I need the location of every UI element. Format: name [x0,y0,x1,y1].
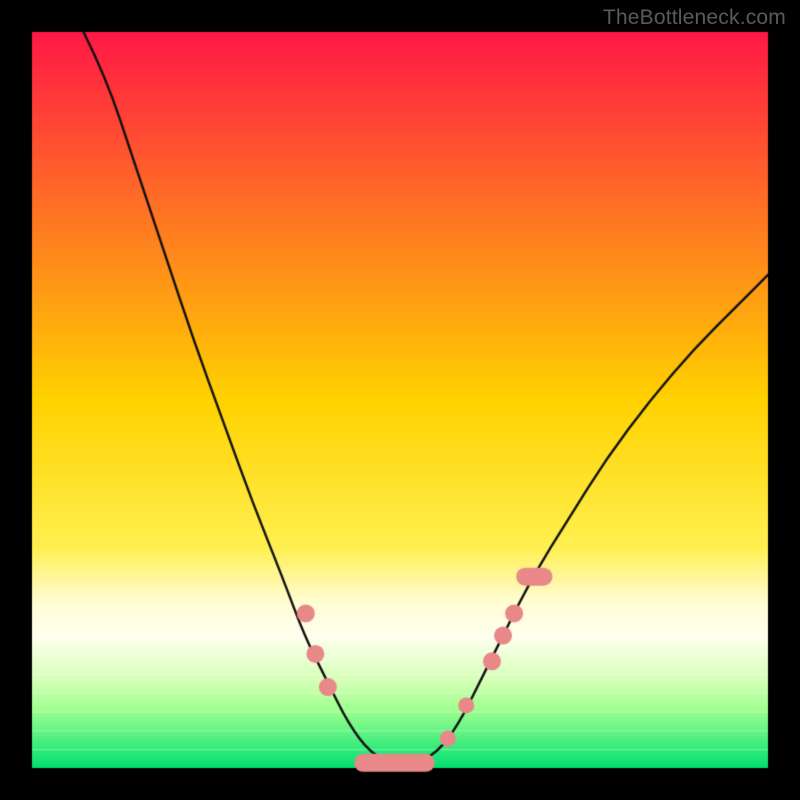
watermark-label: TheBottleneck.com [603,6,786,30]
bottleneck-gradient-chart [0,0,800,800]
chart-stage: TheBottleneck.com [0,0,800,800]
